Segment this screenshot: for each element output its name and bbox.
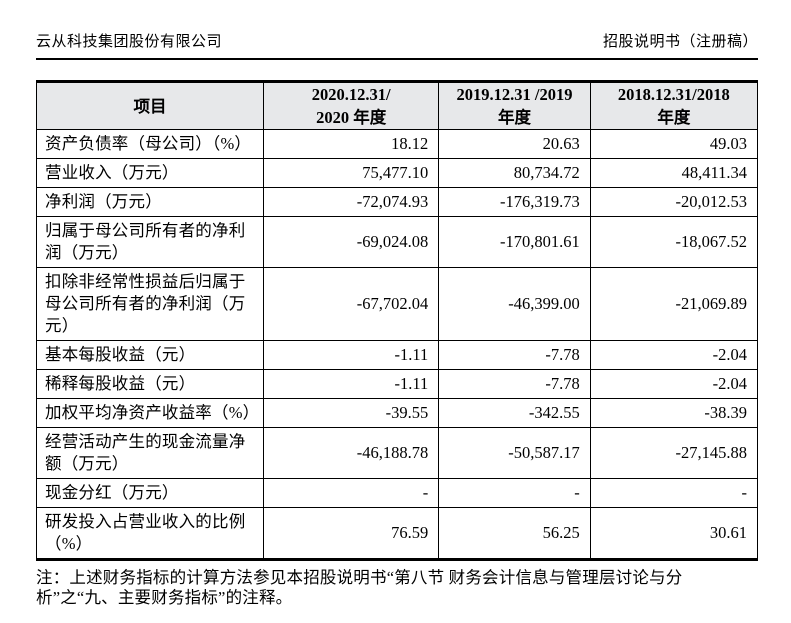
row-value-2018: -27,145.88	[589, 427, 759, 479]
row-value-2018: 49.03	[589, 129, 759, 159]
row-value-2019: -7.78	[438, 340, 591, 370]
table-row: 资产负债率（母公司）（%） 18.12 20.63 49.03	[35, 129, 759, 159]
row-item-label: 稀释每股收益（元）	[35, 369, 265, 399]
row-item-label: 扣除非经常性损益后归属于 母公司所有者的净利润（万 元）	[35, 267, 265, 341]
row-value-2019: -7.78	[438, 369, 591, 399]
row-value-2019: 20.63	[438, 129, 591, 159]
row-value-2020: -67,702.04	[263, 267, 440, 341]
row-value-2018: 30.61	[589, 507, 759, 560]
row-item-label: 净利润（万元）	[35, 187, 265, 217]
row-value-2020: -39.55	[263, 398, 440, 428]
row-value-2020: 18.12	[263, 129, 440, 159]
table-row: 经营活动产生的现金流量净 额（万元） -46,188.78 -50,587.17…	[35, 427, 759, 479]
row-value-2019: 56.25	[438, 507, 591, 560]
table-row: 研发投入占营业收入的比例 （%） 76.59 56.25 30.61	[35, 507, 759, 560]
row-value-2019: 80,734.72	[438, 158, 591, 188]
row-value-2019: -176,319.73	[438, 187, 591, 217]
row-item-label: 资产负债率（母公司）（%）	[35, 129, 265, 159]
financial-indicators-table: 项目 2020.12.31/ 2020 年度 2019.12.31 /2019 …	[35, 80, 759, 561]
header-divider	[36, 58, 758, 60]
row-value-2020: -46,188.78	[263, 427, 440, 479]
row-item-label: 加权平均净资产收益率（%）	[35, 398, 265, 428]
row-item-label: 经营活动产生的现金流量净 额（万元）	[35, 427, 265, 479]
row-value-2020: -1.11	[263, 369, 440, 399]
col-header-item: 项目	[35, 81, 265, 130]
col-header-2020-line2: 2020 年度	[316, 108, 387, 127]
row-value-2019: -50,587.17	[438, 427, 591, 479]
row-value-2018: -38.39	[589, 398, 759, 428]
table-row: 基本每股收益（元） -1.11 -7.78 -2.04	[35, 340, 759, 370]
row-value-2020: -69,024.08	[263, 216, 440, 268]
row-value-2018: -2.04	[589, 369, 759, 399]
row-value-2018: -21,069.89	[589, 267, 759, 341]
row-value-2018: -18,067.52	[589, 216, 759, 268]
row-value-2020: -1.11	[263, 340, 440, 370]
table-header-row: 项目 2020.12.31/ 2020 年度 2019.12.31 /2019 …	[35, 81, 759, 130]
row-item-label: 营业收入（万元）	[35, 158, 265, 188]
company-name: 云从科技集团股份有限公司	[36, 34, 223, 50]
row-item-label: 归属于母公司所有者的净利 润（万元）	[35, 216, 265, 268]
table-row: 营业收入（万元） 75,477.10 80,734.72 48,411.34	[35, 158, 759, 188]
row-item-label: 研发投入占营业收入的比例 （%）	[35, 507, 265, 560]
table-row: 加权平均净资产收益率（%） -39.55 -342.55 -38.39	[35, 398, 759, 428]
footnote-line-2: 析”之“九、主要财务指标”的注释。	[36, 588, 293, 607]
row-value-2019: -	[438, 478, 591, 508]
col-header-2019-line2: 年度	[498, 108, 531, 127]
col-header-item-label: 项目	[133, 96, 167, 116]
col-header-2018-line2: 年度	[657, 108, 691, 127]
row-value-2020: 76.59	[263, 507, 440, 560]
row-item-label: 现金分红（万元）	[35, 478, 265, 508]
table-row: 扣除非经常性损益后归属于 母公司所有者的净利润（万 元） -67,702.04 …	[35, 267, 759, 341]
row-value-2018: -	[589, 478, 759, 508]
footnote-line-1: 注：上述财务指标的计算方法参见本招股说明书“第八节 财务会计信息与管理层讨论与分	[36, 568, 683, 587]
row-value-2018: -2.04	[589, 340, 759, 370]
table-body: 资产负债率（母公司）（%） 18.12 20.63 49.03 营业收入（万元）…	[35, 129, 759, 560]
page-header: 云从科技集团股份有限公司 招股说明书（注册稿）	[36, 30, 758, 51]
row-value-2019: -342.55	[438, 398, 591, 428]
row-value-2018: -20,012.53	[589, 187, 759, 217]
row-value-2020: 75,477.10	[263, 158, 440, 188]
table-row: 现金分红（万元） - - -	[35, 478, 759, 508]
table-row: 归属于母公司所有者的净利 润（万元） -69,024.08 -170,801.6…	[35, 216, 759, 268]
col-header-2018-line1: 2018.12.31/2018	[617, 85, 730, 104]
footnote: 注：上述财务指标的计算方法参见本招股说明书“第八节 财务会计信息与管理层讨论与分…	[36, 568, 758, 608]
col-header-2020-line1: 2020.12.31/	[311, 85, 391, 104]
row-value-2020: -72,074.93	[263, 187, 440, 217]
col-header-2020: 2020.12.31/ 2020 年度	[263, 81, 440, 130]
table-row: 稀释每股收益（元） -1.11 -7.78 -2.04	[35, 369, 759, 399]
row-item-label: 基本每股收益（元）	[35, 340, 265, 370]
table-row: 净利润（万元） -72,074.93 -176,319.73 -20,012.5…	[35, 187, 759, 217]
doc-title: 招股说明书（注册稿）	[602, 34, 758, 50]
col-header-2019-line1: 2019.12.31 /2019	[456, 85, 573, 104]
col-header-2018: 2018.12.31/2018 年度	[589, 81, 759, 130]
row-value-2020: -	[263, 478, 440, 508]
row-value-2019: -46,399.00	[438, 267, 591, 341]
col-header-2019: 2019.12.31 /2019 年度	[438, 81, 591, 130]
row-value-2018: 48,411.34	[589, 158, 759, 188]
row-value-2019: -170,801.61	[438, 216, 591, 268]
